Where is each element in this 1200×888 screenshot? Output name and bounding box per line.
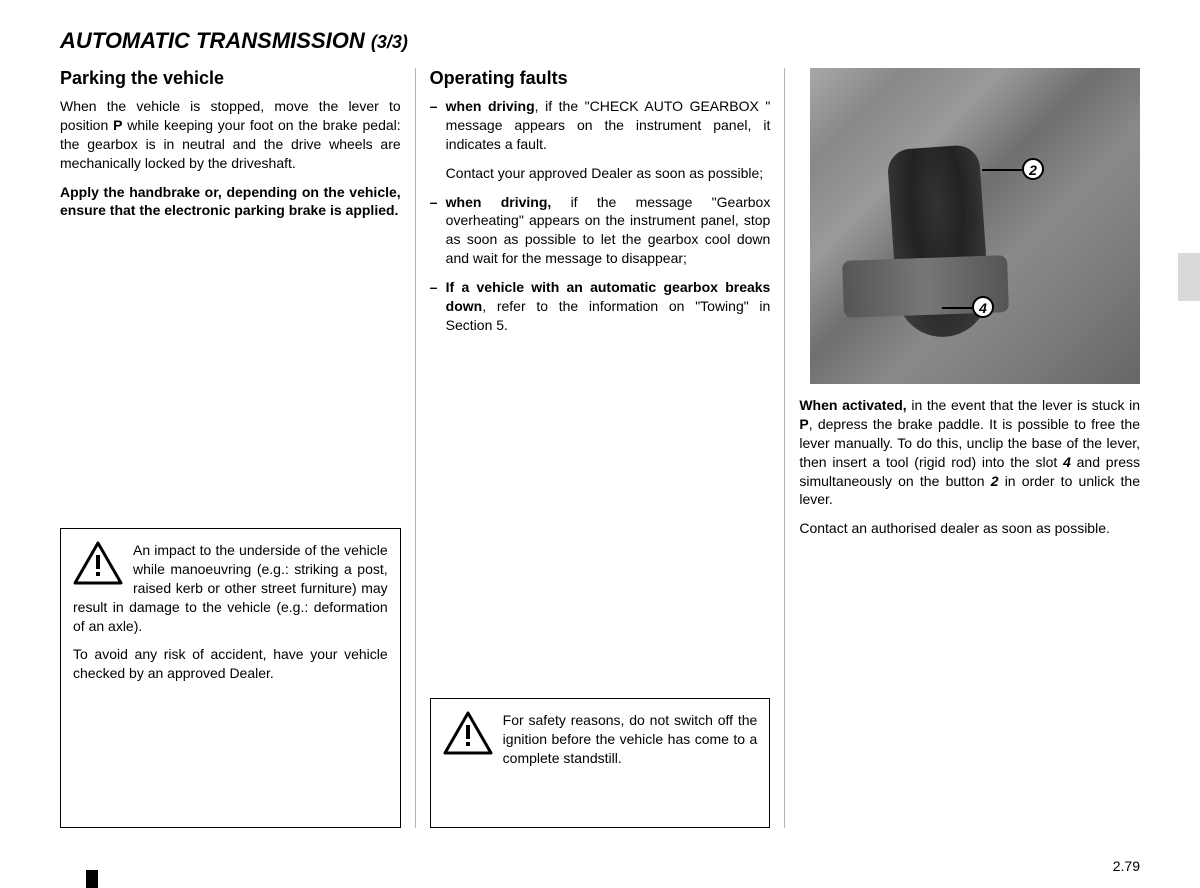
callout-2: 2: [1022, 158, 1044, 180]
col2-list: when driving, if the "CHECK AUTO GEARBOX…: [430, 97, 771, 154]
list-item: If a vehicle with an automatic gearbox b…: [430, 278, 771, 335]
gearshift-photo-wrap: 40764 2 4: [810, 68, 1140, 384]
col1-para1: When the vehicle is stopped, move the le…: [60, 97, 401, 173]
col1-warning-box: An impact to the underside of the vehicl…: [60, 528, 401, 828]
thumb-tab: [1178, 253, 1200, 301]
c3p1-p: P: [799, 416, 808, 432]
col3-para2: Contact an authorised dealer as soon as …: [799, 519, 1140, 538]
c3p1-n2: 2: [991, 473, 999, 489]
list-item: when driving, if the message "Gearbox ov…: [430, 193, 771, 269]
li0-sub: Contact your approved Dealer as soon as …: [430, 164, 771, 183]
list-item: when driving, if the "CHECK AUTO GEARBOX…: [430, 97, 771, 154]
warning-icon: [443, 711, 493, 755]
col1-para2: Apply the handbrake or, depending on the…: [60, 183, 401, 221]
callout-2-leader: [982, 169, 1022, 171]
page-number: 2.79: [1113, 858, 1140, 874]
c3p1-lead: When activated,: [799, 397, 906, 413]
col1-heading: Parking the vehicle: [60, 68, 401, 89]
foot-mark: [86, 870, 98, 888]
page-title: AUTOMATIC TRANSMISSION (3/3): [60, 28, 1140, 54]
col1-para2-bold: Apply the handbrake or, depending on the…: [60, 184, 401, 219]
col3-para1: When activated, in the event that the le…: [799, 396, 1140, 509]
c3p1-n4: 4: [1063, 454, 1071, 470]
col2-list-2: when driving, if the message "Gearbox ov…: [430, 193, 771, 335]
li1-lead: when driving,: [446, 194, 552, 210]
column-3: 40764 2 4 When activated, in the event t…: [785, 68, 1140, 828]
column-2: Operating faults when driving, if the "C…: [416, 68, 786, 828]
photo-code: 40764: [1130, 72, 1142, 103]
col1-warning-p2: To avoid any risk of accident, have your…: [73, 645, 388, 683]
gearshift-photo: [810, 68, 1140, 384]
c3p1-t1: in the event that the lever is stuck in: [907, 397, 1140, 413]
column-1: Parking the vehicle When the vehicle is …: [60, 68, 416, 828]
li0-lead: when driving: [446, 98, 535, 114]
warning-icon: [73, 541, 123, 585]
col2-heading: Operating faults: [430, 68, 771, 89]
callout-4: 4: [972, 296, 994, 318]
callout-4-leader: [942, 307, 972, 309]
col2-warning-box: For safety reasons, do not switch off th…: [430, 698, 771, 828]
li2-rest: , refer to the information on "Towing" i…: [446, 298, 771, 333]
title-pagecount: (3/3): [371, 32, 408, 52]
title-main: AUTOMATIC TRANSMISSION: [60, 28, 365, 53]
body-columns: Parking the vehicle When the vehicle is …: [60, 68, 1140, 828]
